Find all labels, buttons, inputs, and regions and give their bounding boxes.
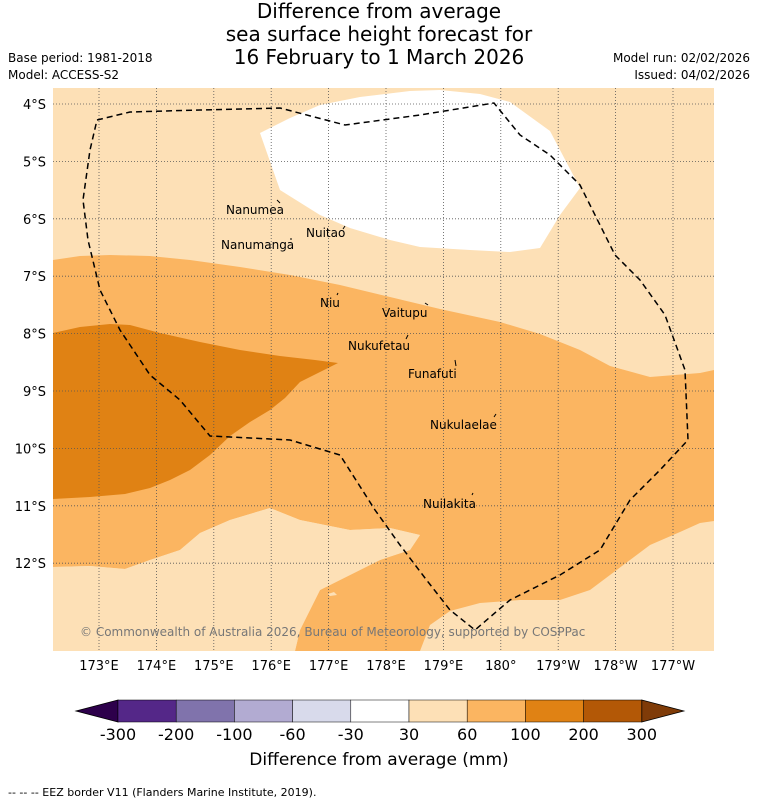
island-marker-nukufetau xyxy=(405,334,409,340)
place-nukulaelae: Nukulaelae xyxy=(430,418,497,432)
colorbar-arrow-low xyxy=(74,699,119,723)
island-marker-niu xyxy=(336,292,339,296)
place-niu: Niu xyxy=(320,296,340,310)
lat-label: 12°S xyxy=(15,557,46,572)
island-marker-nukulaelae xyxy=(493,413,497,418)
colorbar-swatch xyxy=(234,699,293,723)
place-nukufetau: Nukufetau xyxy=(348,339,410,353)
island-marker-funafuti xyxy=(454,359,457,367)
lat-label: 6°S xyxy=(23,213,46,228)
colorbar-swatch xyxy=(466,699,526,723)
lat-label: 9°S xyxy=(23,385,46,400)
map-plot-area: Nanumea Nuitao Nanumanga Niu Vaitupu Nuk… xyxy=(53,88,714,651)
band-30-60-islet xyxy=(328,592,337,596)
colorbar-title: Difference from average (mm) xyxy=(249,750,509,770)
lon-label: 179°W xyxy=(536,659,580,674)
colorbar-tick-label: -200 xyxy=(158,725,195,744)
colorbar-tick-label: 100 xyxy=(510,725,541,744)
place-nuitao: Nuitao xyxy=(306,226,345,240)
colorbar-tick-label: 30 xyxy=(398,725,420,744)
place-funafuti: Funafuti xyxy=(408,367,457,381)
lon-label: 177°E xyxy=(309,659,349,674)
colorbar-tick-label: -100 xyxy=(216,725,253,744)
colorbar-arrow-high xyxy=(641,699,686,723)
place-nanumea: Nanumea xyxy=(226,203,284,217)
place-labels: Nanumea Nuitao Nanumanga Niu Vaitupu Nuk… xyxy=(221,203,497,511)
chart-title: Difference from average sea surface heig… xyxy=(0,0,758,69)
latitude-labels: 4°S 5°S 6°S 7°S 8°S 9°S 10°S 11°S 12°S xyxy=(15,98,46,572)
title-line-2: sea surface height forecast for xyxy=(225,22,533,46)
colorbar-swatch xyxy=(350,699,410,723)
place-nuilakita: Nuilakita xyxy=(423,497,476,511)
lon-label: 178°E xyxy=(366,659,406,674)
colorbar-swatch xyxy=(292,699,352,723)
title-line-1: Difference from average xyxy=(256,0,502,23)
lon-label: 178°W xyxy=(594,659,638,674)
colorbar-tick-label: -60 xyxy=(279,725,306,744)
colorbar-tick-label: -300 xyxy=(99,725,137,744)
lat-label: 8°S xyxy=(23,328,46,343)
map-gridlines xyxy=(53,88,714,651)
colorbar-swatch xyxy=(525,699,584,723)
band-30-60-southeast xyxy=(620,576,714,651)
colorbar-swatch xyxy=(583,699,643,723)
base-period: Base period: 1981-2018 xyxy=(8,51,153,65)
meta-right: Model run: 02/02/2026 Issued: 04/02/2026 xyxy=(613,50,750,84)
lat-label: 4°S xyxy=(23,98,46,113)
lat-label: 11°S xyxy=(15,500,46,515)
place-vaitupu: Vaitupu xyxy=(382,306,428,320)
island-marker-nanumea xyxy=(276,199,281,204)
band-100-200-region xyxy=(53,324,338,499)
island-marker-nuitao xyxy=(342,225,346,230)
island-markers xyxy=(276,199,497,496)
lon-label: 176°E xyxy=(251,659,291,674)
eez-border xyxy=(82,102,689,631)
colorbar-tick-label: -30 xyxy=(337,725,364,744)
lon-label: 174°E xyxy=(137,659,177,674)
band-minus30-30-region xyxy=(260,90,580,252)
colorbar-swatch xyxy=(175,699,235,723)
model-run: Model run: 02/02/2026 xyxy=(612,51,750,65)
colorbar-swatch xyxy=(117,699,177,723)
lat-label: 7°S xyxy=(23,270,46,285)
issued-date: Issued: 04/02/2026 xyxy=(634,68,750,82)
island-marker-nuilakita xyxy=(471,492,474,496)
model-name: Model: ACCESS-S2 xyxy=(8,68,120,82)
band-30-60-southwest xyxy=(53,508,420,651)
island-marker-vaitupu xyxy=(424,302,429,306)
lon-label: 175°E xyxy=(194,659,234,674)
longitude-labels: 173°E 174°E 175°E 176°E 177°E 178°E 179°E 180° 1… xyxy=(79,659,695,674)
colorbar-tick-label: 300 xyxy=(626,725,658,744)
title-line-3: 16 February to 1 March 2026 xyxy=(233,45,525,69)
colorbar-tick-label: 60 xyxy=(457,725,478,744)
colorbar xyxy=(74,699,686,723)
lon-label: 177°W xyxy=(651,659,695,674)
copyright-notice: © Commonwealth of Australia 2026, Bureau… xyxy=(80,625,585,639)
colorbar-tick-label: 200 xyxy=(568,725,599,744)
lon-label: 180° xyxy=(485,659,516,674)
place-nanumanga: Nanumanga xyxy=(221,238,294,252)
lat-label: 10°S xyxy=(15,442,46,457)
lon-label: 173°E xyxy=(79,659,119,674)
meta-left: Base period: 1981-2018 Model: ACCESS-S2 xyxy=(8,50,153,84)
colorbar-swatch xyxy=(408,699,468,723)
eez-legend-note: -- -- -- EEZ border V11 (Flanders Marine… xyxy=(8,786,317,799)
lon-label: 179°E xyxy=(424,659,464,674)
lat-label: 5°S xyxy=(23,155,46,170)
